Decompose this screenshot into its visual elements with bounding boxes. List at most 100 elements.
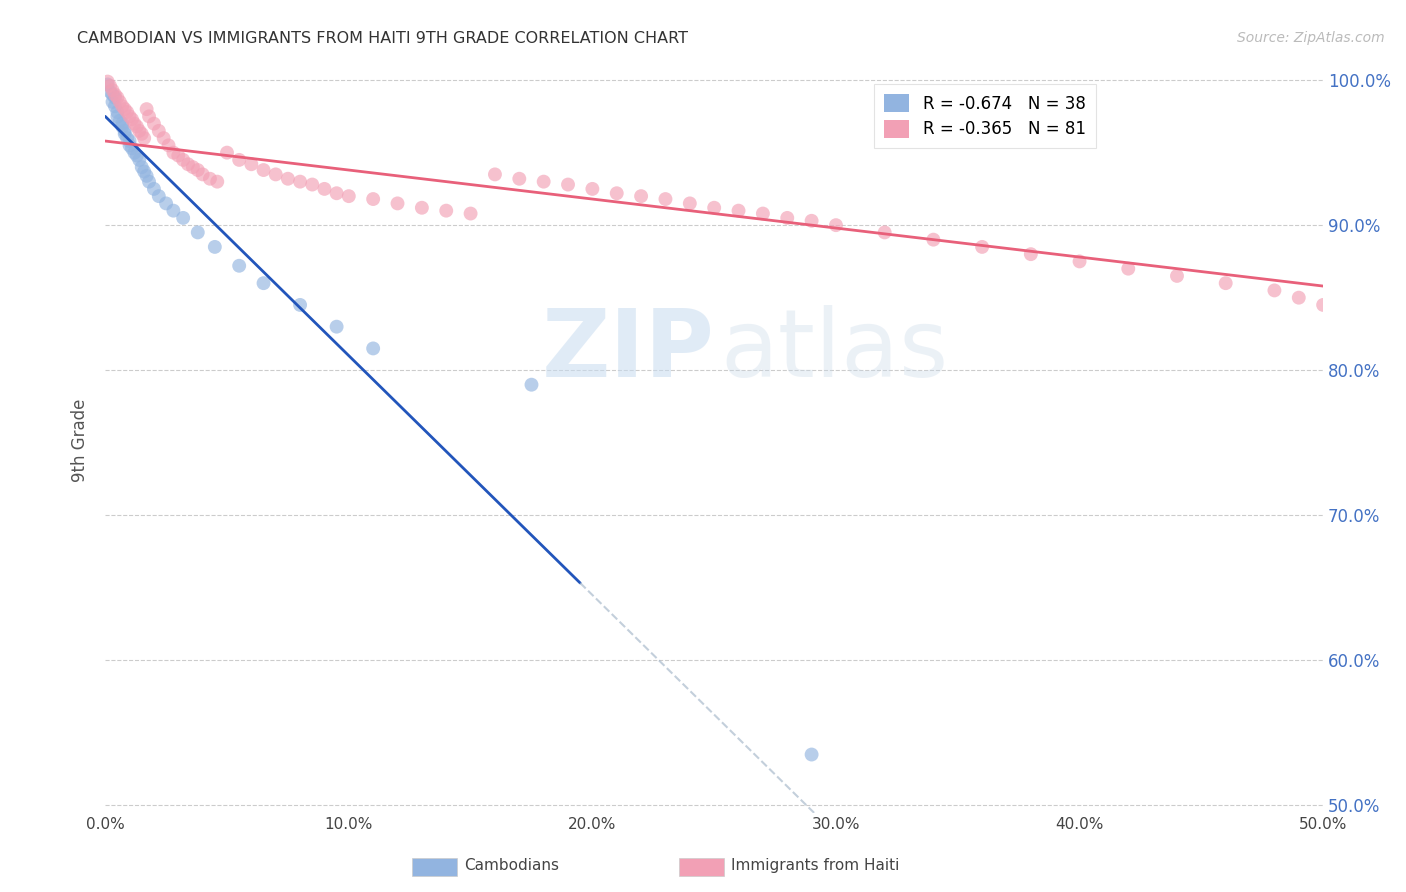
- Point: [98, 78, 121, 93]
- Point: [128, 124, 150, 138]
- Point: [533, 175, 555, 189]
- Point: [111, 99, 134, 113]
- Point: [1019, 247, 1042, 261]
- Point: [314, 182, 336, 196]
- Point: [1215, 276, 1237, 290]
- Point: [288, 175, 311, 189]
- Point: [1361, 312, 1384, 326]
- Point: [104, 87, 127, 102]
- Point: [228, 153, 250, 167]
- Point: [1312, 298, 1334, 312]
- Point: [207, 175, 229, 189]
- Point: [111, 117, 134, 131]
- Point: [138, 175, 160, 189]
- Point: [118, 109, 141, 123]
- Point: [105, 109, 128, 123]
- Point: [460, 206, 482, 220]
- Point: [264, 168, 287, 182]
- Point: [142, 182, 165, 196]
- Point: [252, 276, 274, 290]
- Point: [240, 157, 263, 171]
- Point: [105, 90, 128, 104]
- Y-axis label: 9th Grade: 9th Grade: [72, 399, 89, 483]
- Point: [581, 182, 603, 196]
- Point: [752, 206, 775, 220]
- Point: [104, 99, 127, 113]
- Point: [135, 169, 157, 183]
- Point: [134, 131, 156, 145]
- Point: [142, 117, 165, 131]
- Point: [187, 226, 209, 240]
- Point: [288, 298, 311, 312]
- Point: [101, 83, 124, 97]
- Point: [118, 134, 141, 148]
- Point: [101, 87, 124, 102]
- Point: [97, 74, 120, 88]
- Point: [121, 112, 143, 127]
- Point: [198, 171, 221, 186]
- Point: [204, 240, 226, 254]
- Text: CAMBODIAN VS IMMIGRANTS FROM HAITI 9TH GRADE CORRELATION CHART: CAMBODIAN VS IMMIGRANTS FROM HAITI 9TH G…: [77, 31, 689, 46]
- Point: [606, 186, 628, 201]
- Point: [115, 105, 138, 120]
- Point: [157, 138, 180, 153]
- Point: [187, 163, 209, 178]
- Point: [411, 201, 433, 215]
- Point: [727, 203, 749, 218]
- Point: [118, 138, 141, 153]
- Point: [361, 342, 384, 356]
- Point: [484, 168, 506, 182]
- Point: [228, 259, 250, 273]
- Point: [1336, 305, 1358, 319]
- Point: [124, 117, 146, 131]
- Point: [1263, 284, 1285, 298]
- Point: [125, 148, 148, 162]
- Point: [325, 319, 347, 334]
- Point: [162, 145, 184, 160]
- Point: [1069, 254, 1091, 268]
- Point: [873, 226, 896, 240]
- Point: [520, 377, 543, 392]
- Point: [301, 178, 323, 192]
- Point: [277, 171, 299, 186]
- Point: [125, 120, 148, 134]
- Point: [108, 95, 131, 109]
- Point: [138, 109, 160, 123]
- Point: [131, 127, 153, 141]
- Point: [181, 160, 204, 174]
- Point: [111, 120, 134, 134]
- Point: [654, 192, 676, 206]
- Point: [167, 148, 190, 162]
- Point: [776, 211, 799, 225]
- Point: [361, 192, 384, 206]
- Point: [325, 186, 347, 201]
- Point: [800, 214, 823, 228]
- Point: [114, 102, 136, 116]
- Legend: R = -0.674   N = 38, R = -0.365   N = 81: R = -0.674 N = 38, R = -0.365 N = 81: [875, 84, 1095, 148]
- Point: [148, 124, 170, 138]
- Point: [97, 78, 120, 92]
- Point: [152, 131, 174, 145]
- Point: [434, 203, 457, 218]
- Text: atlas: atlas: [720, 305, 949, 397]
- Point: [101, 95, 124, 109]
- Point: [172, 153, 194, 167]
- Point: [114, 127, 136, 141]
- Point: [135, 102, 157, 116]
- Text: Source: ZipAtlas.com: Source: ZipAtlas.com: [1237, 31, 1385, 45]
- Point: [105, 105, 128, 120]
- Point: [972, 240, 994, 254]
- Point: [1385, 319, 1406, 334]
- Point: [134, 164, 156, 178]
- Point: [104, 90, 127, 104]
- Point: [387, 196, 409, 211]
- Point: [108, 113, 131, 128]
- Text: ZIP: ZIP: [541, 305, 714, 397]
- Point: [800, 747, 823, 762]
- Point: [172, 211, 194, 225]
- Point: [191, 168, 214, 182]
- Point: [337, 189, 360, 203]
- Point: [1166, 268, 1188, 283]
- Text: Immigrants from Haiti: Immigrants from Haiti: [731, 858, 900, 872]
- Point: [121, 141, 143, 155]
